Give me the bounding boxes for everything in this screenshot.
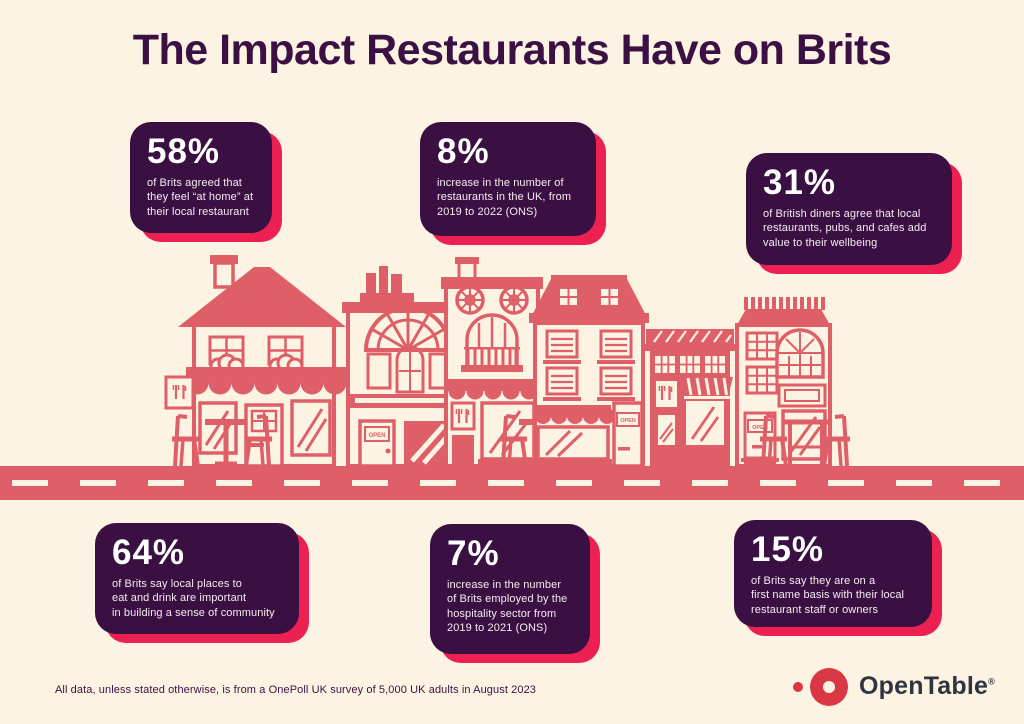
building-mansard: OPEN — [529, 275, 649, 468]
road — [0, 466, 1024, 500]
open-sign-text: OPEN — [752, 425, 768, 431]
registered-symbol: ® — [988, 676, 995, 687]
stat-card-community: 64% of Brits say local places to eat and… — [95, 523, 299, 634]
stat-card-at-home: 58% of Brits agreed that they feel “at h… — [130, 122, 272, 233]
brand-name: OpenTable — [859, 672, 989, 700]
building-red-cafe — [643, 329, 737, 466]
street-illustration: OPEN — [0, 255, 1024, 500]
stat-description: of Brits agreed that they feel “at home”… — [147, 177, 254, 218]
building-house — [164, 255, 348, 468]
opentable-wordmark: OpenTable® — [859, 672, 995, 701]
stat-description: of British diners agree that local resta… — [763, 208, 927, 249]
data-source-note: All data, unless stated otherwise, is fr… — [55, 684, 537, 696]
stat-card-employment: 7% increase in the number of Brits emplo… — [430, 524, 590, 654]
stat-value: 64% — [112, 533, 186, 572]
stat-value: 31% — [763, 163, 837, 202]
stat-description: increase in the number of restaurants in… — [437, 177, 572, 218]
stat-card-first-name: 15% of Brits say they are on a first nam… — [734, 520, 932, 627]
stat-value: 58% — [147, 132, 221, 171]
building-rose-windows — [441, 257, 543, 468]
open-sign-text: OPEN — [368, 433, 385, 439]
opentable-mark-icon — [810, 668, 848, 706]
stat-value: 8% — [437, 132, 490, 171]
open-sign-text: OPEN — [620, 418, 636, 424]
stat-card-wellbeing: 31% of British diners agree that local r… — [746, 153, 952, 265]
stat-description: increase in the number of Brits employed… — [447, 579, 568, 634]
stat-value: 7% — [447, 534, 500, 573]
stat-description: of Brits say they are on a first name ba… — [751, 575, 905, 616]
stat-value: 15% — [751, 530, 825, 569]
page-title: The Impact Restaurants Have on Brits — [132, 26, 892, 74]
stat-description: of Brits say local places to eat and dri… — [112, 578, 275, 619]
stat-card-restaurant-growth: 8% increase in the number of restaurants… — [420, 122, 596, 236]
logo-dot-icon — [793, 682, 803, 692]
